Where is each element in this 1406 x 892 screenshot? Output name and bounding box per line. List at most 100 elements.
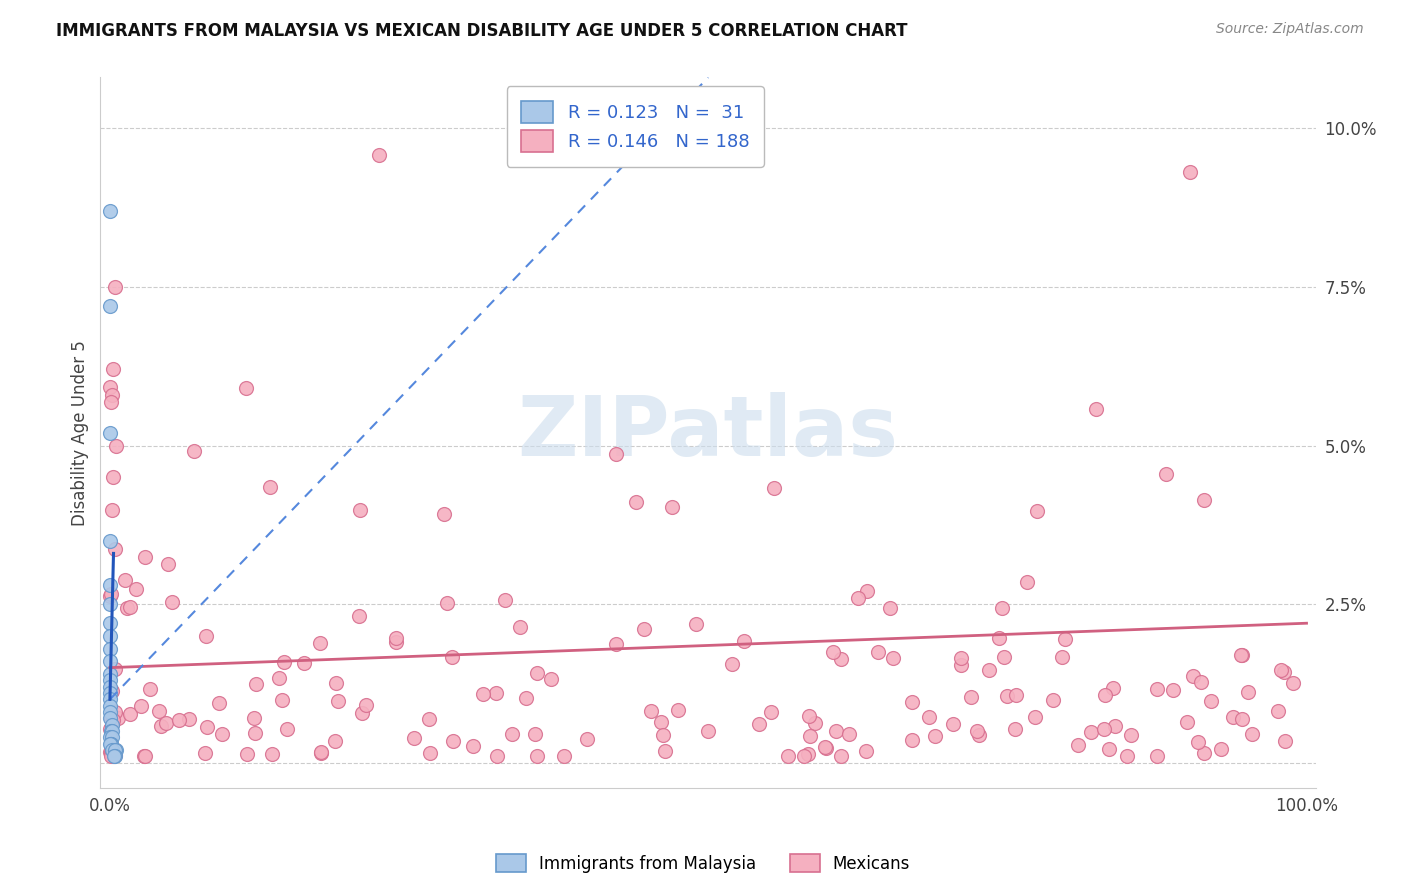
Point [98, 686, 121, 700]
Point [900, 695, 922, 709]
Text: Source: ZipAtlas.com: Source: ZipAtlas.com [1216, 22, 1364, 37]
Point [98, 711, 121, 725]
Point [1004, 688, 1026, 702]
Point [235, 381, 257, 395]
Point [901, 732, 924, 747]
Point [323, 734, 346, 748]
Point [101, 503, 124, 517]
Point [1240, 727, 1263, 741]
Point [125, 582, 148, 596]
Point [472, 687, 495, 701]
Point [98, 299, 121, 313]
Point [966, 723, 988, 738]
Point [661, 500, 683, 515]
Point [120, 706, 142, 721]
Point [114, 573, 136, 587]
Point [918, 710, 941, 724]
Point [960, 690, 983, 705]
Point [1092, 722, 1115, 736]
Point [436, 597, 458, 611]
Point [104, 748, 127, 763]
Point [101, 362, 124, 376]
Point [1102, 681, 1125, 695]
Point [354, 698, 377, 712]
Point [98, 425, 121, 440]
Point [103, 714, 125, 729]
Point [311, 746, 333, 760]
Point [830, 749, 852, 764]
Point [195, 629, 218, 643]
Point [759, 705, 782, 719]
Point [101, 470, 124, 484]
Point [100, 745, 122, 759]
Point [950, 650, 973, 665]
Point [1154, 467, 1177, 481]
Point [134, 749, 156, 764]
Point [104, 280, 127, 294]
Point [134, 748, 156, 763]
Point [433, 508, 456, 522]
Point [762, 481, 785, 495]
Point [100, 711, 122, 725]
Point [98, 698, 121, 713]
Point [98, 616, 121, 631]
Point [1116, 749, 1139, 764]
Point [100, 683, 122, 698]
Point [245, 677, 267, 691]
Text: ZIPatlas: ZIPatlas [517, 392, 898, 474]
Point [526, 665, 548, 680]
Point [419, 746, 441, 760]
Point [98, 692, 121, 706]
Point [652, 728, 675, 742]
Point [208, 696, 231, 710]
Point [103, 742, 125, 756]
Point [309, 745, 332, 759]
Point [461, 739, 484, 754]
Point [98, 737, 121, 751]
Point [276, 723, 298, 737]
Point [838, 726, 860, 740]
Point [846, 591, 869, 606]
Point [167, 713, 190, 727]
Point [101, 388, 124, 402]
Point [1272, 665, 1295, 680]
Point [292, 657, 315, 671]
Point [1146, 749, 1168, 764]
Point [194, 746, 217, 760]
Text: IMMIGRANTS FROM MALAYSIA VS MEXICAN DISABILITY AGE UNDER 5 CORRELATION CHART: IMMIGRANTS FROM MALAYSIA VS MEXICAN DISA… [56, 22, 908, 40]
Point [942, 716, 965, 731]
Point [799, 709, 821, 723]
Point [1274, 733, 1296, 747]
Point [1080, 725, 1102, 739]
Point [328, 694, 350, 708]
Point [553, 749, 575, 764]
Point [100, 745, 122, 759]
Point [134, 549, 156, 564]
Point [441, 649, 464, 664]
Point [1222, 710, 1244, 724]
Point [235, 747, 257, 761]
Point [100, 724, 122, 739]
Point [384, 632, 406, 646]
Point [494, 593, 516, 607]
Point [1230, 648, 1253, 662]
Point [98, 578, 121, 592]
Point [98, 597, 121, 611]
Point [100, 737, 122, 751]
Point [650, 714, 672, 729]
Point [100, 395, 122, 409]
Point [245, 725, 267, 739]
Point [160, 595, 183, 609]
Point [103, 714, 125, 728]
Point [814, 740, 837, 755]
Point [347, 608, 370, 623]
Point [101, 749, 124, 764]
Point [830, 652, 852, 666]
Point [540, 672, 562, 686]
Point [1209, 742, 1232, 756]
Point [177, 712, 200, 726]
Point [748, 716, 770, 731]
Point [1066, 738, 1088, 752]
Point [243, 710, 266, 724]
Point [157, 557, 180, 571]
